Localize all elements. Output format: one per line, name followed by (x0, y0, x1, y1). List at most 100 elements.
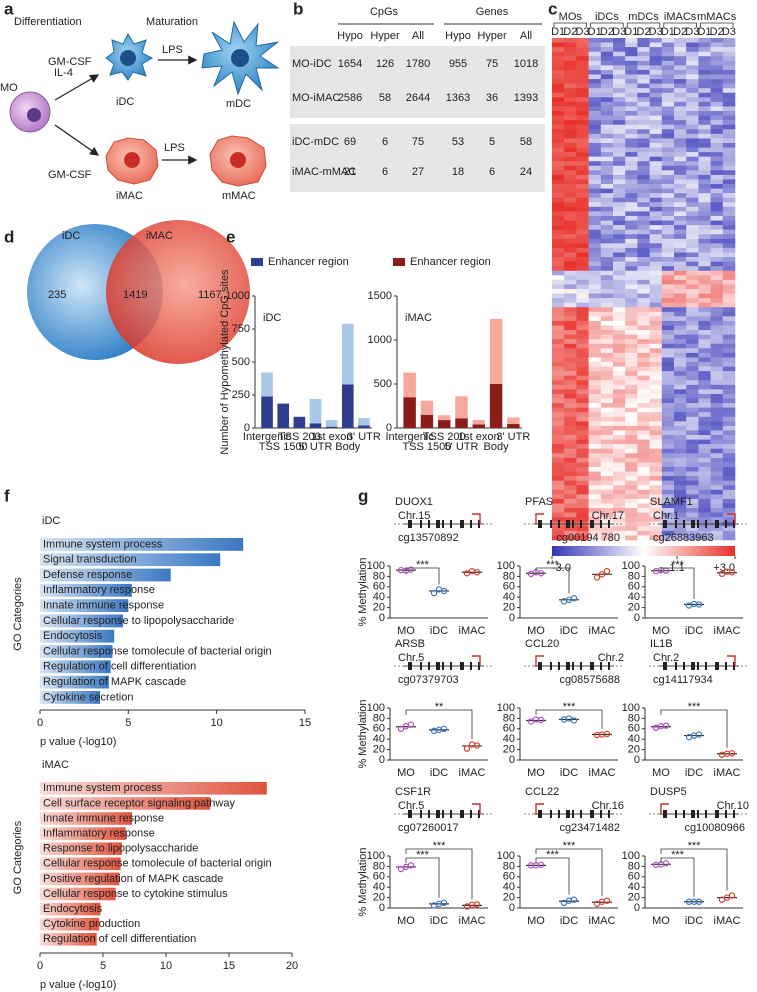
heatmap-cell (698, 311, 711, 317)
category-label: Signal transduction (43, 554, 137, 566)
heatmap-cell (600, 375, 614, 381)
heatmap-cell (564, 439, 577, 445)
heatmap-cell (661, 74, 675, 80)
exon (580, 520, 582, 528)
heatmap-cell (625, 97, 638, 103)
heatmap-cell (649, 229, 663, 235)
heatmap-cell (552, 334, 565, 340)
heatmap-cell (674, 97, 687, 103)
heatmap-cell (576, 357, 589, 363)
heatmap-cell (661, 188, 675, 194)
heatmap-cell (686, 133, 699, 139)
heatmap-cell (625, 111, 638, 116)
data-point (407, 566, 415, 573)
diagram-label: LPS (164, 142, 185, 154)
heatmap-cell (722, 466, 736, 472)
heatmap-cell (698, 266, 711, 272)
heatmap-cell (674, 393, 687, 399)
heatmap-cell (698, 425, 711, 431)
heatmap-cell (698, 152, 711, 157)
heatmap-cell (722, 179, 736, 185)
heatmap-cell (722, 65, 736, 71)
heatmap-cell (649, 339, 663, 345)
heatmap-cell (698, 193, 711, 199)
heatmap-cell (661, 362, 675, 367)
heatmap-cell (661, 311, 675, 317)
heatmap-cell (564, 243, 577, 249)
heatmap-cell (576, 535, 589, 541)
heatmap-cell (674, 494, 687, 500)
heatmap-cell (637, 56, 650, 62)
exon (538, 662, 542, 670)
heatmap-cell (576, 243, 589, 249)
heatmap-cell (649, 142, 663, 148)
heatmap-cell (564, 247, 577, 253)
heatmap-cell (686, 444, 699, 450)
heatmap-cell (576, 220, 589, 226)
heatmap-cell (710, 384, 724, 390)
heatmap-cell (661, 92, 675, 98)
heatmap-cell (637, 179, 650, 185)
heatmap-cell (710, 466, 724, 472)
heatmap-cell (564, 389, 577, 395)
heatmap-cell (649, 325, 663, 331)
heatmap-cell (613, 247, 626, 253)
heatmap-cell (637, 261, 650, 267)
heatmap-cell (588, 42, 602, 48)
y-tick-label: 20 (503, 892, 515, 904)
heatmap-cell (637, 311, 650, 317)
heatmap-cell (698, 47, 711, 52)
heatmap-cell (674, 261, 687, 267)
heatmap-cell (576, 179, 589, 185)
heatmap-cell (576, 65, 589, 71)
heatmap-cell (674, 330, 687, 335)
heatmap-cell (637, 92, 650, 98)
heatmap-cell (686, 266, 699, 272)
heatmap-cell (722, 88, 736, 94)
heatmap-cell (649, 343, 663, 349)
heatmap-cell (613, 266, 626, 272)
heatmap-cell (600, 88, 614, 94)
significance-label: *** (563, 701, 577, 713)
heatmap-cell (674, 133, 687, 139)
heatmap-cell (588, 184, 602, 189)
heatmap-cell (649, 220, 663, 226)
heatmap-cell (661, 498, 675, 504)
table-column-header: Hypo (445, 30, 471, 42)
heatmap-cell (637, 270, 650, 276)
heatmap-cell (722, 412, 736, 418)
heatmap-cell (564, 120, 577, 126)
heatmap-cell (552, 535, 565, 541)
heatmap-cell (552, 202, 565, 208)
heatmap-cell (564, 47, 577, 52)
heatmap-cell (661, 206, 675, 212)
heatmap-cell (552, 220, 565, 226)
heatmap-cell (576, 211, 589, 217)
heatmap-cell (600, 371, 614, 377)
heatmap-cell (552, 316, 565, 322)
heatmap-cell (552, 188, 565, 194)
heatmap-cell (613, 453, 626, 459)
heatmap-cell (674, 275, 687, 281)
exon (600, 810, 602, 818)
heatmap-cell (722, 494, 736, 500)
heatmap-cell (613, 425, 626, 431)
heatmap-cell (600, 311, 614, 317)
heatmap-cell (613, 348, 626, 354)
heatmap-cell (637, 147, 650, 153)
heatmap-cell (600, 334, 614, 340)
heatmap-cell (674, 416, 687, 422)
heatmap-cell (576, 307, 589, 313)
heatmap-cell (710, 261, 724, 267)
heatmap-cell (625, 316, 638, 322)
heatmap-cell (600, 165, 614, 171)
heatmap-cell (600, 476, 614, 481)
chromosome-label: Chr.5 (398, 652, 424, 664)
heatmap-cell (637, 320, 650, 326)
heatmap-cell (674, 202, 687, 208)
heatmap-cell (722, 225, 736, 230)
heatmap-cell (710, 494, 724, 500)
heatmap-cell (649, 270, 663, 276)
heatmap-cell (710, 101, 724, 107)
